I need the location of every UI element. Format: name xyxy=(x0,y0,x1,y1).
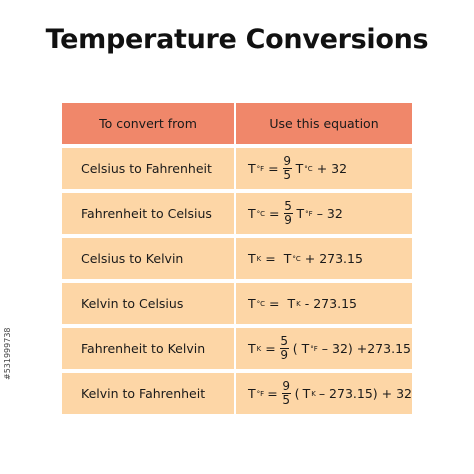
eq-var: T xyxy=(248,161,256,176)
eq-sub: K xyxy=(311,389,316,398)
fraction-numerator: 9 xyxy=(282,379,290,393)
header-equation: Use this equation xyxy=(236,103,412,144)
eq-rest: - 273.15 xyxy=(304,296,357,311)
eq-sub: K xyxy=(296,299,301,308)
page-title: Temperature Conversions xyxy=(45,24,429,55)
table-row-from: Fahrenheit to Celsius xyxy=(62,193,236,234)
eq-sign: = xyxy=(265,341,276,356)
eq-var: T xyxy=(248,386,256,401)
eq-sub: °C xyxy=(256,209,266,218)
eq-var: T xyxy=(295,161,304,176)
eq-var: T xyxy=(301,341,310,356)
eq-sub: °F xyxy=(305,209,313,218)
eq-rest: – 32 xyxy=(316,206,343,221)
eq-var: T xyxy=(248,296,256,311)
table-row-from: Kelvin to Fahrenheit xyxy=(62,373,236,414)
eq-sub: °C xyxy=(292,254,301,263)
fraction-denominator: 9 xyxy=(280,348,289,362)
conversion-table: To convert from Use this equation Celsiu… xyxy=(62,103,412,414)
eq-sign: = xyxy=(269,206,280,221)
eq-rest: + 273.15 xyxy=(304,251,363,266)
eq-var: T xyxy=(296,206,305,221)
stock-id-label: #531999738 xyxy=(3,327,12,380)
eq-paren: ( xyxy=(294,386,300,401)
eq-sub: °F xyxy=(256,164,265,173)
eq-sub: °F xyxy=(256,389,265,398)
eq-var: T xyxy=(248,206,256,221)
eq-sub: °C xyxy=(304,164,313,173)
fraction-denominator: 5 xyxy=(282,393,290,407)
eq-var: T xyxy=(302,386,311,401)
eq-sub: °C xyxy=(256,299,266,308)
eq-paren: ( xyxy=(292,341,298,356)
table-row-from: Fahrenheit to Kelvin xyxy=(62,328,236,369)
fraction-denominator: 5 xyxy=(283,168,291,182)
eq-sign: = xyxy=(267,386,278,401)
table-row-from: Kelvin to Celsius xyxy=(62,283,236,324)
eq-rest: + 32 xyxy=(316,161,348,176)
fraction-numerator: 5 xyxy=(284,199,292,213)
fraction-numerator: 9 xyxy=(283,154,291,168)
eq-rest: – 32) +273.15 xyxy=(321,341,411,356)
eq-sign: = xyxy=(265,251,276,266)
fraction-denominator: 9 xyxy=(284,213,292,227)
eq-var: T xyxy=(248,341,256,356)
eq-sign: = xyxy=(269,296,280,311)
eq-rest: – 273.15) + 32 xyxy=(318,386,412,401)
eq-var: T xyxy=(287,296,296,311)
eq-sub: K xyxy=(256,254,262,263)
eq-var: T xyxy=(248,251,256,266)
fraction-numerator: 5 xyxy=(280,334,289,348)
eq-sub: °F xyxy=(310,344,318,353)
eq-sub: K xyxy=(256,344,262,353)
eq-var: T xyxy=(283,251,292,266)
table-row-from: Celsius to Kelvin xyxy=(62,238,236,279)
eq-sign: = xyxy=(268,161,279,176)
table-row-from: Celsius to Fahrenheit xyxy=(62,148,236,189)
header-from: To convert from xyxy=(62,103,236,144)
